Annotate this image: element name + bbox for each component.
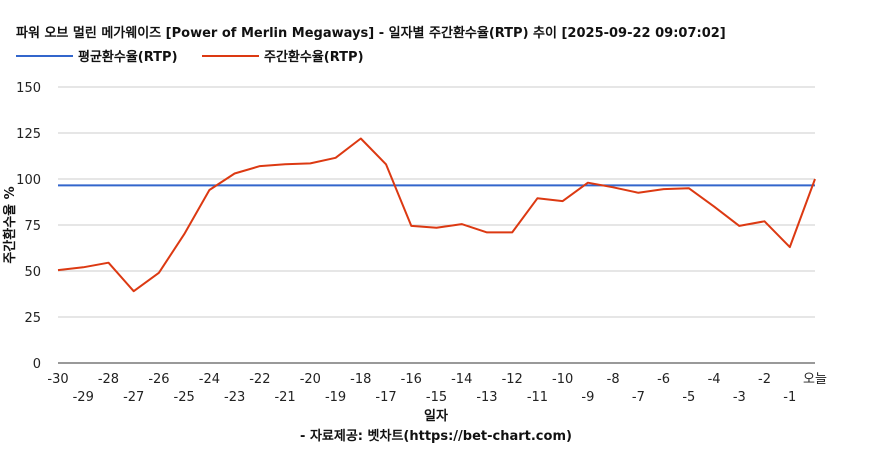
x-tick-label: -7: [632, 390, 645, 405]
x-tick-label: 오늘: [803, 372, 827, 387]
x-tick-label: -29: [73, 390, 94, 405]
series-line-weekly[interactable]: [57, 137, 816, 293]
source-credit: - 자료제공: 벳차트(https://bet-chart.com): [300, 428, 572, 444]
y-tick-label: 50: [24, 265, 41, 280]
y-tick-label: 0: [33, 357, 41, 372]
x-tick-label: -8: [607, 372, 620, 387]
x-axis-ticks: -30-29-28-27-26-25-24-23-22-21-20-19-18-…: [47, 372, 827, 405]
y-tick-label: 150: [16, 81, 41, 96]
x-tick-label: -11: [527, 390, 548, 405]
gridlines: [58, 86, 815, 364]
x-tick-label: -30: [47, 372, 68, 387]
x-tick-label: -6: [657, 372, 670, 387]
x-tick-label: -22: [249, 372, 270, 387]
x-tick-label: -21: [274, 390, 295, 405]
x-tick-label: -4: [708, 372, 721, 387]
legend-label-weekly: 주간환수율(RTP): [264, 49, 364, 65]
x-tick-label: -1: [783, 390, 796, 405]
legend[interactable]: 평균환수율(RTP) 주간환수율(RTP): [16, 49, 364, 65]
chart-title: 파워 오브 멀린 메가웨이즈 [Power of Merlin Megaways…: [16, 25, 726, 41]
y-axis-title: 주간환수율 %: [2, 186, 18, 263]
y-tick-label: 25: [24, 311, 41, 326]
x-tick-label: -26: [148, 372, 169, 387]
x-tick-label: -18: [350, 372, 371, 387]
y-axis-ticks: 0 25 50 75 100 125 150: [16, 81, 41, 372]
x-tick-label: -28: [98, 372, 119, 387]
x-tick-label: -24: [199, 372, 220, 387]
y-tick-label: 125: [16, 127, 41, 142]
y-tick-label: 75: [24, 219, 41, 234]
x-tick-label: -5: [682, 390, 695, 405]
x-tick-label: -14: [451, 372, 472, 387]
x-tick-label: -16: [401, 372, 422, 387]
y-tick-label: 100: [16, 173, 41, 188]
x-tick-label: -25: [174, 390, 195, 405]
x-tick-label: -23: [224, 390, 245, 405]
x-tick-label: -15: [426, 390, 447, 405]
x-axis-title: 일자: [424, 409, 448, 424]
x-tick-label: -27: [123, 390, 144, 405]
legend-label-average: 평균환수율(RTP): [78, 49, 178, 65]
x-tick-label: -10: [552, 372, 573, 387]
series-lines: [57, 137, 816, 293]
x-tick-label: -19: [325, 390, 346, 405]
x-tick-label: -2: [758, 372, 771, 387]
x-tick-label: -12: [502, 372, 523, 387]
x-tick-label: -20: [300, 372, 321, 387]
x-tick-label: -13: [476, 390, 497, 405]
x-tick-label: -17: [375, 390, 396, 405]
x-tick-label: -3: [733, 390, 746, 405]
x-tick-label: -9: [581, 390, 594, 405]
